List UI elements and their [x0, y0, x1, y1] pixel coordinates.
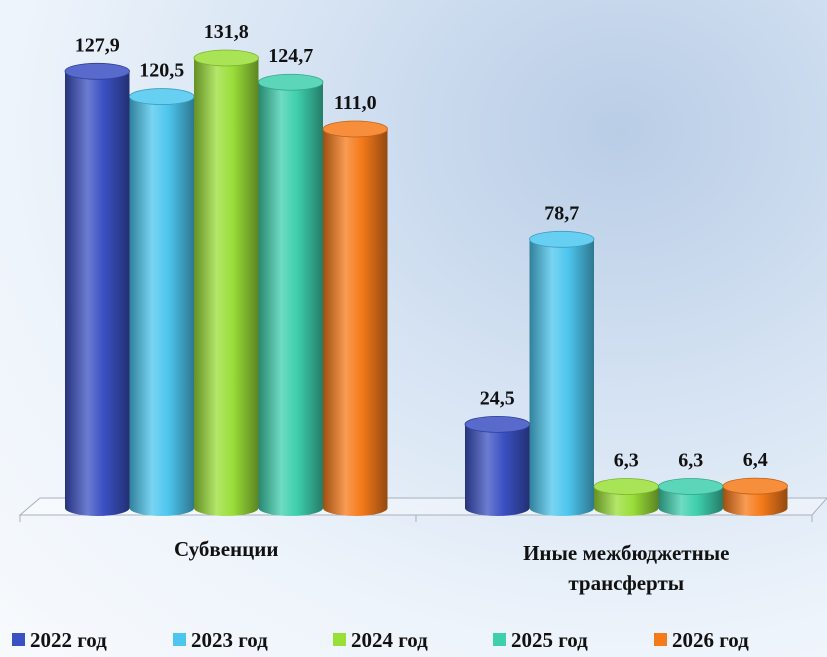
legend-swatch: [654, 633, 667, 646]
chart: 127,9 120,5 131,8 124,7 111,0 24,5 78,7 6,3 6,3 6…: [0, 0, 827, 657]
bar: [530, 239, 595, 516]
bar-top: [530, 231, 595, 247]
bar: [259, 82, 324, 516]
bar-top: [323, 121, 388, 137]
value-label: 6,3: [678, 449, 703, 471]
legend-swatch: [173, 633, 186, 646]
bar-top: [465, 416, 530, 432]
bar-top: [723, 478, 788, 494]
bar-top: [130, 89, 195, 105]
category-label: Иные межбюджетные трансферты: [496, 538, 756, 598]
legend-swatch: [333, 633, 346, 646]
value-label: 124,7: [268, 45, 313, 67]
value-label: 111,0: [334, 92, 377, 114]
value-label: 6,4: [743, 449, 768, 471]
bar-top: [594, 478, 659, 494]
legend-swatch: [493, 633, 506, 646]
bar-top: [65, 63, 130, 79]
value-label: 131,8: [204, 21, 249, 43]
bar: [65, 71, 130, 516]
legend-label: 2024 год: [351, 628, 428, 652]
legend-label: 2025 год: [511, 628, 588, 652]
bar-top: [259, 74, 324, 90]
bar: [130, 97, 195, 516]
bar: [194, 58, 259, 516]
value-label: 127,9: [75, 34, 120, 56]
legend-swatch: [12, 633, 25, 646]
bar: [323, 129, 388, 516]
value-label: 120,5: [139, 60, 184, 82]
value-label: 78,7: [544, 202, 579, 224]
value-label: 6,3: [614, 449, 639, 471]
value-label: 24,5: [480, 387, 515, 409]
bar-top: [194, 50, 259, 66]
category-label: Субвенции: [66, 534, 386, 564]
legend-label: 2022 год: [30, 628, 107, 652]
legend-label: 2026 год: [672, 628, 749, 652]
legend-label: 2023 год: [191, 628, 268, 652]
bar-top: [659, 478, 724, 494]
bar: [465, 424, 530, 516]
